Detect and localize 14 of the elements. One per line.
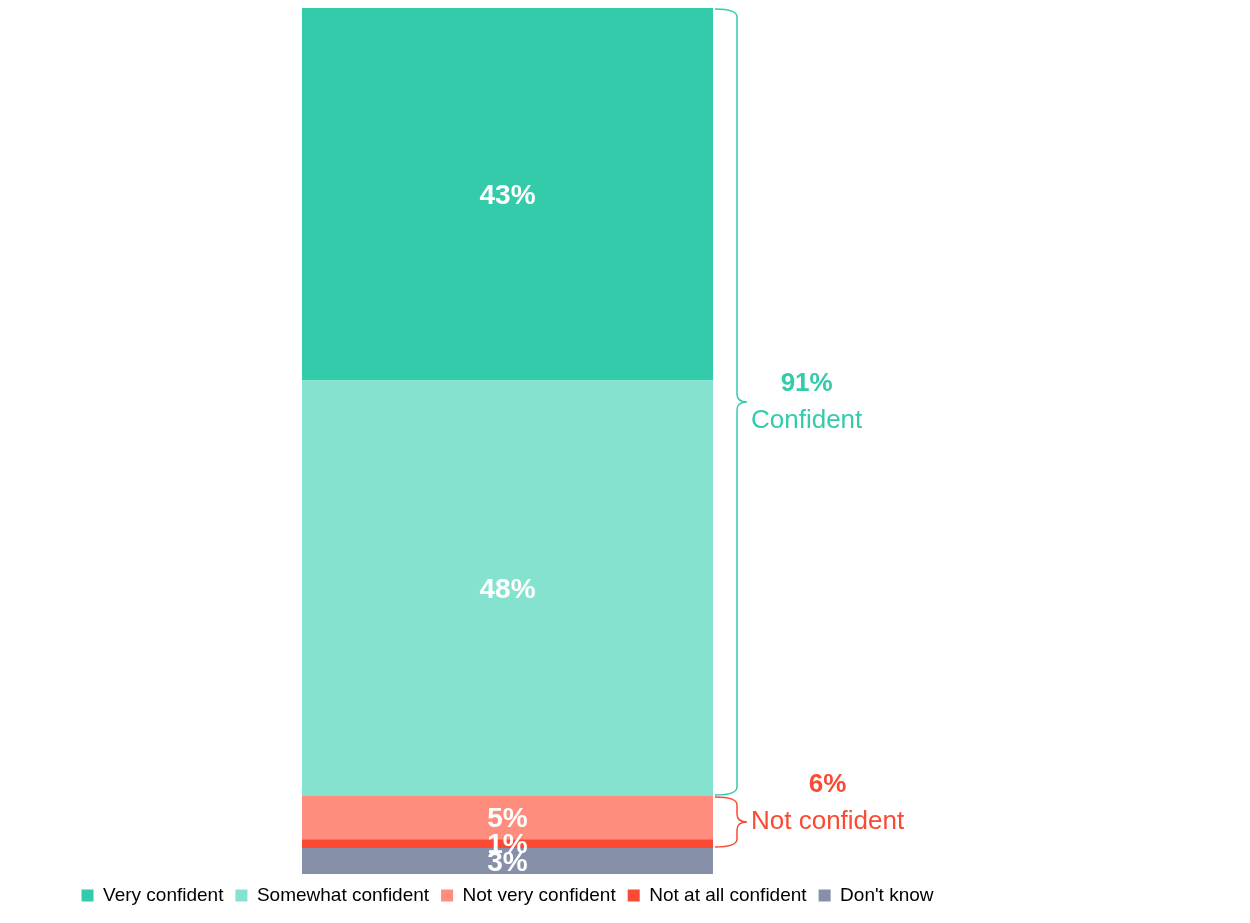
text: 91% <box>780 366 833 397</box>
bar <box>302 8 713 381</box>
legend-label: Somewhat confident <box>256 883 430 905</box>
data-label: 43% <box>479 178 536 210</box>
bar <box>302 380 713 797</box>
legend-label: Not very confident <box>462 883 617 905</box>
legend-label: Very confident <box>103 883 225 905</box>
text: 6% <box>808 768 847 799</box>
data-label: 5% <box>487 802 528 834</box>
text: Not confident <box>750 805 905 836</box>
data-label: 48% <box>479 572 536 604</box>
legend-label: Don't know <box>840 883 934 905</box>
legend-label: Not at all confident <box>649 883 808 905</box>
text: Confident <box>750 403 864 434</box>
